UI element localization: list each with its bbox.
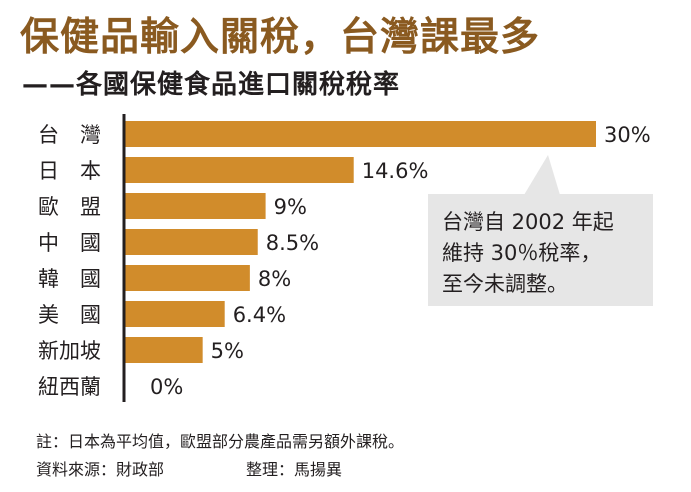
- annotation-line-2: 維持 30％稅率，: [442, 241, 602, 265]
- category-label: 日 本: [38, 159, 101, 183]
- bar-5: [124, 301, 225, 327]
- bar-2: [124, 193, 266, 219]
- value-label: 6.4%: [233, 303, 286, 327]
- bar-0: [124, 121, 596, 147]
- category-label: 韓 國: [38, 267, 101, 291]
- bar-4: [124, 265, 250, 291]
- chart-subtitle: ——各國保健食品進口關稅稅率: [22, 70, 401, 100]
- value-label: 8%: [258, 267, 291, 291]
- category-label: 美 國: [38, 303, 101, 327]
- category-label: 新加坡: [38, 339, 101, 363]
- value-label: 5%: [211, 339, 244, 363]
- annotation-line-1: 台灣自 2002 年起: [442, 210, 614, 234]
- annotation-box: [428, 194, 653, 306]
- bar-3: [124, 229, 258, 255]
- category-label: 歐 盟: [38, 195, 101, 219]
- category-label: 中 國: [38, 231, 101, 255]
- annotation-pointer: [524, 155, 560, 195]
- bar-1: [124, 157, 354, 183]
- footnote: 註：日本為平均值，歐盟部分農產品需另額外課稅。: [36, 432, 405, 451]
- value-label: 30%: [604, 123, 651, 147]
- bar-6: [124, 337, 203, 363]
- category-label: 紐西蘭: [38, 375, 101, 399]
- bar-chart: 台 灣 30% 日 本 14.6% 歐 盟 9% 中 國 8.5% 韓 國 8% 美 國 6.4% 新加…: [38, 114, 651, 402]
- value-label: 9%: [274, 195, 307, 219]
- value-label: 14.6%: [362, 159, 429, 183]
- editor-credit: 整理：馬揚異: [246, 460, 343, 479]
- category-label: 台 灣: [38, 123, 101, 147]
- annotation-line-3: 至今未調整。: [442, 272, 568, 296]
- chart-title: 保健品輸入關稅，台灣課最多: [20, 14, 541, 60]
- value-label: 8.5%: [266, 231, 319, 255]
- source-credit: 資料來源：財政部: [36, 460, 165, 479]
- value-label: 0%: [150, 375, 183, 399]
- bar-chart-svg: 台 灣 30% 日 本 14.6% 歐 盟 9% 中 國 8.5% 韓 國 8% 美 國 6.4% 新加…: [38, 114, 651, 402]
